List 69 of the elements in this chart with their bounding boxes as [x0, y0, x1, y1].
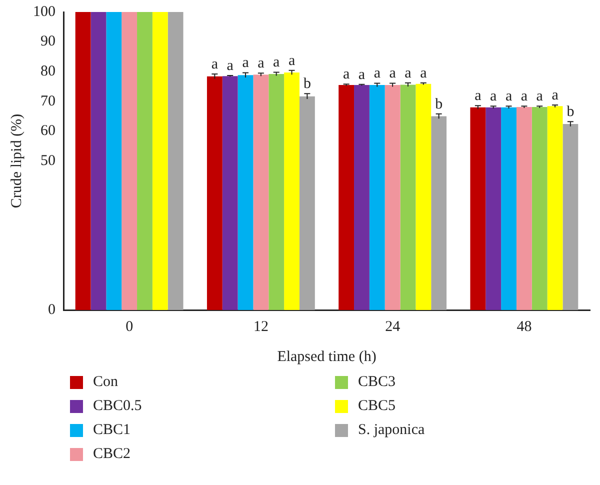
bar [206, 76, 222, 310]
annotation: b [303, 76, 311, 92]
annotation: a [505, 88, 512, 105]
bar [137, 12, 152, 310]
x-tick-label: 0 [126, 318, 134, 335]
y-axis-title: Crude lipid (%) [8, 114, 25, 208]
y-tick-label: 70 [40, 93, 56, 110]
annotation: a [211, 56, 218, 72]
bar [152, 12, 168, 310]
bar [562, 124, 578, 310]
annotation: a [342, 66, 350, 83]
bar [486, 107, 502, 310]
legend-label: CBC1 [93, 422, 131, 438]
annotation: a [520, 88, 528, 105]
legend-label: Con [93, 374, 118, 390]
x-tick-label: 48 [516, 318, 532, 335]
bar [122, 12, 138, 310]
annotation: a [474, 88, 482, 104]
x-tick-label: 12 [253, 318, 268, 335]
bar [299, 96, 315, 310]
annotation: a [374, 66, 381, 82]
bar [222, 76, 238, 310]
bar [253, 74, 269, 310]
bar [416, 84, 432, 310]
annotation: a [420, 65, 428, 82]
annotation: a [226, 58, 234, 74]
annotation: a [273, 54, 280, 71]
bar [532, 107, 548, 310]
bar [431, 116, 447, 310]
bar [501, 107, 516, 310]
annotation: a [404, 65, 412, 82]
annotation: a [536, 88, 544, 105]
bar [90, 12, 106, 310]
legend-label: CBC2 [93, 446, 131, 462]
annotation: a [389, 66, 396, 82]
annotation: a [490, 88, 498, 105]
bar [354, 85, 370, 310]
x-tick-label: 24 [385, 318, 401, 335]
y-tick-label: 100 [33, 4, 56, 20]
bar [168, 12, 184, 310]
bar [384, 85, 400, 310]
bar [338, 85, 354, 310]
bar [106, 12, 122, 310]
annotation: b [566, 104, 574, 120]
legend-label: CBC3 [358, 374, 396, 390]
bar [268, 74, 284, 310]
y-tick-label: 50 [40, 152, 56, 169]
annotation: a [242, 55, 250, 72]
y-tick-label: 0 [48, 302, 56, 318]
bar [470, 107, 486, 310]
annotation: a [552, 87, 559, 104]
legend-label: CBC0.5 [93, 398, 142, 414]
y-tick-label: 80 [40, 64, 56, 80]
legend-label: S. japonica [358, 422, 425, 438]
bar [369, 85, 385, 310]
bar [284, 72, 300, 310]
bar [75, 12, 91, 310]
y-tick-label: 60 [40, 123, 56, 140]
legend-label: CBC5 [358, 398, 396, 414]
annotation: a [258, 56, 265, 72]
annotation: b [435, 96, 443, 112]
bar [238, 75, 254, 310]
y-tick-label: 90 [40, 34, 56, 50]
bar [400, 84, 416, 310]
bar [516, 107, 532, 310]
x-axis-title: Elapsed time (h) [277, 348, 376, 365]
annotation: a [288, 52, 296, 69]
annotation: a [358, 66, 366, 83]
bar [547, 106, 563, 310]
